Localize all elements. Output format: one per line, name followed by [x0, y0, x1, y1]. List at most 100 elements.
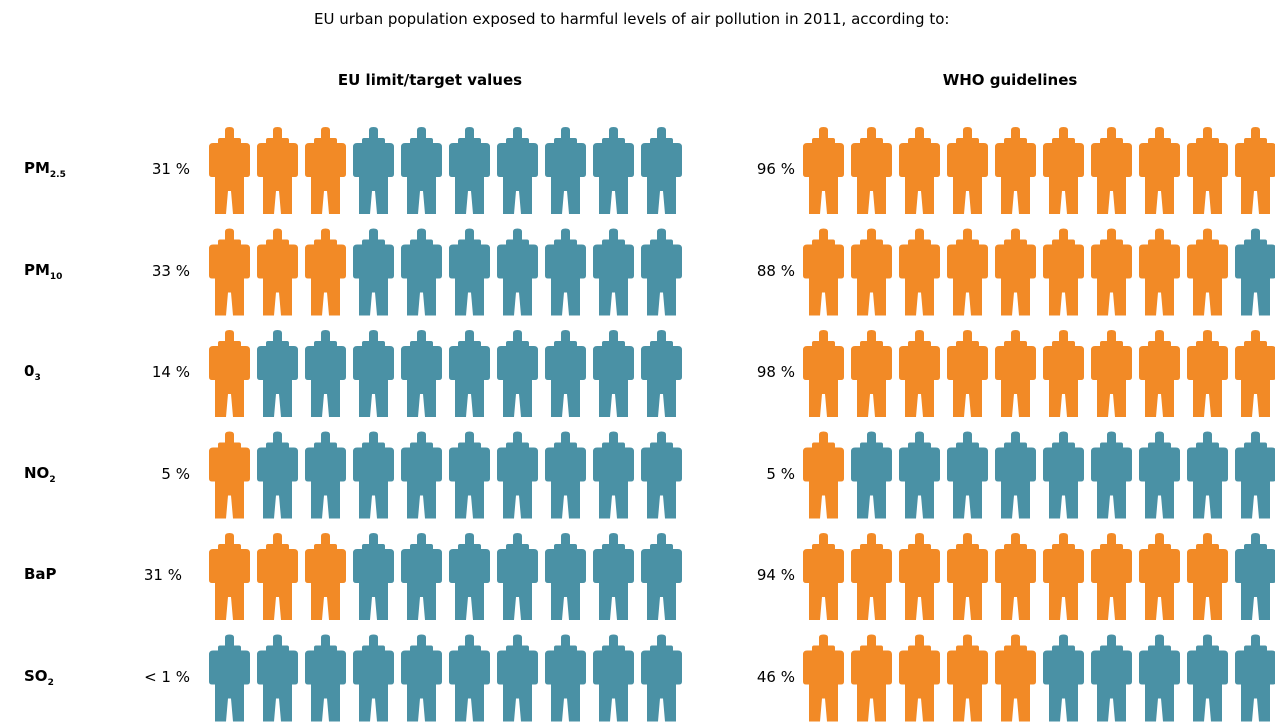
who-not-exposed-person-icon: [1139, 431, 1180, 519]
eu-not-exposed-person-icon: [257, 330, 298, 417]
who-percent-label: 5 %: [766, 464, 795, 483]
eu-not-exposed-person-icon: [257, 431, 298, 519]
who-not-exposed-person-icon: [1091, 634, 1132, 722]
pollutant-label: PM10: [24, 261, 62, 282]
eu-not-exposed-person-icon: [497, 127, 538, 214]
eu-not-exposed-person-icon: [401, 127, 442, 214]
who-exposed-person-icon: [995, 228, 1036, 316]
eu-not-exposed-person-icon: [305, 330, 346, 417]
pollutant-label-sub: 2.5: [49, 170, 66, 180]
who-not-exposed-person-icon: [1043, 431, 1084, 519]
eu-percent-label: 31 %: [143, 566, 182, 584]
pollutant-label-sub: 2: [47, 677, 54, 688]
pollutant-label-sub: 10: [49, 271, 63, 282]
who-exposed-person-icon: [1043, 228, 1084, 316]
who-exposed-person-icon: [995, 634, 1036, 722]
eu-not-exposed-person-icon: [641, 330, 682, 417]
eu-not-exposed-person-icon: [545, 127, 586, 214]
who-exposed-person-icon: [851, 634, 892, 722]
who-exposed-person-icon: [803, 330, 844, 417]
who-exposed-person-icon: [1235, 127, 1275, 214]
pollutant-label-main: SO: [24, 666, 48, 685]
eu-not-exposed-person-icon: [353, 533, 394, 620]
who-not-exposed-person-icon: [1187, 431, 1228, 519]
pollutant-label-main: 0: [24, 362, 35, 380]
who-exposed-person-icon: [1139, 127, 1180, 214]
eu-not-exposed-person-icon: [449, 431, 490, 519]
who-not-exposed-person-icon: [1139, 634, 1180, 722]
eu-not-exposed-person-icon: [641, 533, 682, 620]
eu-not-exposed-person-icon: [545, 533, 586, 620]
who-exposed-person-icon: [803, 127, 844, 214]
eu-not-exposed-person-icon: [353, 127, 394, 214]
eu-exposed-person-icon: [305, 127, 346, 214]
eu-percent-label: 31 %: [151, 160, 190, 178]
who-not-exposed-person-icon: [1043, 634, 1084, 722]
pollutant-label-main: PM: [24, 260, 50, 279]
who-not-exposed-person-icon: [995, 431, 1036, 519]
who-exposed-person-icon: [1043, 330, 1084, 417]
eu-not-exposed-person-icon: [545, 634, 586, 722]
who-exposed-person-icon: [1139, 533, 1180, 620]
eu-not-exposed-person-icon: [497, 228, 538, 316]
eu-not-exposed-person-icon: [497, 634, 538, 722]
pollutant-label: BaP: [24, 565, 57, 583]
eu-not-exposed-person-icon: [401, 431, 442, 519]
who-not-exposed-person-icon: [1091, 431, 1132, 519]
who-exposed-person-icon: [803, 634, 844, 722]
who-exposed-person-icon: [851, 330, 892, 417]
pollutant-label: SO2: [24, 667, 54, 688]
pollutant-label-main: PM: [24, 159, 50, 177]
who-percent-label: 94 %: [756, 566, 795, 584]
who-exposed-person-icon: [947, 330, 988, 417]
eu-exposed-person-icon: [209, 330, 250, 417]
eu-not-exposed-person-icon: [353, 228, 394, 316]
who-exposed-person-icon: [1187, 228, 1228, 316]
eu-not-exposed-person-icon: [545, 330, 586, 417]
who-not-exposed-person-icon: [851, 431, 892, 519]
who-exposed-person-icon: [1043, 533, 1084, 620]
who-not-exposed-person-icon: [1235, 634, 1275, 722]
eu-percent-label: 33 %: [151, 261, 190, 280]
who-exposed-person-icon: [803, 533, 844, 620]
chart-title: EU urban population exposed to harmful l…: [314, 10, 950, 28]
eu-not-exposed-person-icon: [641, 228, 682, 316]
who-percent-label: 98 %: [756, 363, 795, 381]
eu-not-exposed-person-icon: [641, 431, 682, 519]
eu-not-exposed-person-icon: [401, 533, 442, 620]
who-exposed-person-icon: [899, 330, 940, 417]
eu-exposed-person-icon: [257, 228, 298, 316]
who-exposed-person-icon: [1091, 228, 1132, 316]
eu-not-exposed-person-icon: [353, 431, 394, 519]
eu-not-exposed-person-icon: [305, 431, 346, 519]
who-exposed-person-icon: [1139, 228, 1180, 316]
eu-not-exposed-person-icon: [593, 634, 634, 722]
pollutant-label: 03: [24, 362, 41, 383]
who-exposed-person-icon: [1187, 533, 1228, 620]
eu-exposed-person-icon: [257, 533, 298, 620]
eu-not-exposed-person-icon: [545, 228, 586, 316]
panel-title-eu: EU limit/target values: [337, 71, 523, 89]
eu-not-exposed-person-icon: [401, 330, 442, 417]
pollutant-label-sub: 3: [34, 373, 41, 383]
who-exposed-person-icon: [947, 634, 988, 722]
who-exposed-person-icon: [1187, 127, 1228, 214]
eu-not-exposed-person-icon: [401, 228, 442, 316]
eu-not-exposed-person-icon: [641, 127, 682, 214]
who-exposed-person-icon: [899, 127, 940, 214]
who-not-exposed-person-icon: [1187, 634, 1228, 722]
eu-not-exposed-person-icon: [353, 634, 394, 722]
pollutant-label: PM2.5: [24, 159, 66, 180]
who-exposed-person-icon: [1091, 330, 1132, 417]
who-exposed-person-icon: [851, 228, 892, 316]
who-exposed-person-icon: [947, 127, 988, 214]
eu-not-exposed-person-icon: [593, 127, 634, 214]
eu-not-exposed-person-icon: [497, 533, 538, 620]
eu-not-exposed-person-icon: [593, 533, 634, 620]
eu-not-exposed-person-icon: [209, 634, 250, 722]
who-exposed-person-icon: [851, 533, 892, 620]
eu-not-exposed-person-icon: [545, 431, 586, 519]
who-not-exposed-person-icon: [1235, 431, 1275, 519]
eu-not-exposed-person-icon: [593, 228, 634, 316]
